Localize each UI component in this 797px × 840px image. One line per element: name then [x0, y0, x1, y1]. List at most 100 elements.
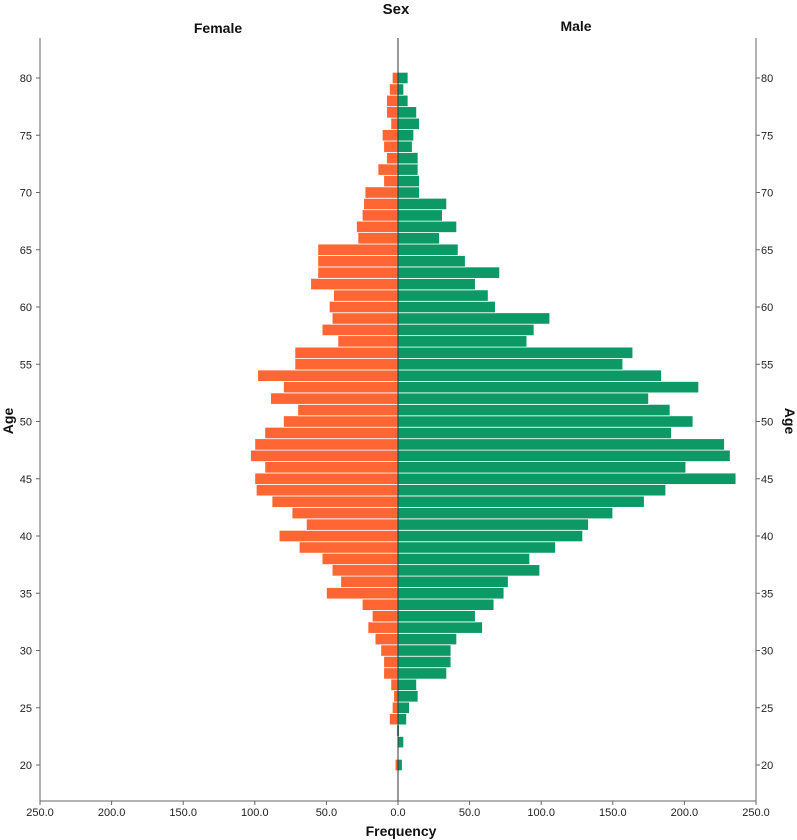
x-tick-label: 250.0	[26, 807, 54, 819]
female-bar-age-64	[317, 255, 399, 268]
y-axis-label-right: Age	[782, 408, 797, 435]
male-bar-age-60	[397, 300, 496, 314]
female-bar-age-33	[371, 610, 399, 623]
female-bar-age-68	[361, 209, 399, 222]
male-bar-age-30	[397, 644, 452, 657]
male-bar-age-55	[397, 358, 624, 371]
y-axis-ticks-right: 20 25 30 35 40 45 50 55 60 65 70 75 80	[756, 73, 773, 772]
male-bar-age-66	[397, 232, 440, 245]
female-bar-age-61	[333, 289, 399, 302]
female-bar-age-37	[331, 564, 399, 577]
y-tick-label-right: 80	[761, 73, 773, 85]
y-tick-label-right: 20	[761, 760, 773, 772]
female-bar-age-77	[386, 106, 399, 119]
female-bar-age-49	[264, 426, 399, 440]
panel-title-female: Female	[194, 20, 242, 36]
male-bar-age-58	[397, 323, 535, 337]
female-bar-age-65	[317, 243, 399, 256]
y-tick-label-right: 40	[761, 531, 773, 543]
female-bar-age-43	[271, 495, 399, 508]
male-bar-age-46	[397, 461, 687, 474]
male-bar-age-37	[397, 564, 541, 577]
female-bar-age-28	[383, 667, 399, 680]
male-bar-age-56	[397, 346, 634, 359]
x-axis-ticks: 250.0 200.0 150.0 100.0 50.0 0.0 50.0 100.0 150.…	[26, 801, 770, 819]
male-bar-age-76	[397, 117, 420, 130]
x-tick-label: 50.0	[316, 807, 337, 819]
male-bar-age-40	[397, 529, 584, 543]
x-tick-label: 150.0	[169, 807, 197, 819]
x-tick-label: 100.0	[527, 807, 555, 819]
y-tick-label-left: 45	[20, 474, 32, 486]
x-tick-label: 250.0	[742, 807, 770, 819]
y-tick-label-left: 80	[20, 73, 32, 85]
male-bar-age-35	[397, 587, 505, 600]
male-bar-age-57	[397, 335, 528, 348]
male-bar-age-27	[397, 678, 418, 691]
male-bar-age-25	[397, 701, 410, 714]
male-bar-age-42	[397, 506, 614, 520]
female-bar-age-38	[321, 552, 399, 566]
male-bar-age-29	[397, 655, 452, 669]
y-tick-label-right: 35	[761, 588, 773, 600]
female-bar-age-39	[298, 541, 399, 554]
male-bar-age-45	[397, 472, 737, 485]
y-tick-label-left: 25	[20, 703, 32, 715]
male-bar-age-69	[397, 197, 448, 211]
female-bar-age-24	[389, 713, 399, 726]
male-bar-age-64	[397, 255, 466, 268]
female-bar-age-66	[357, 232, 399, 245]
male-bar-age-75	[397, 129, 415, 142]
male-bar-age-47	[397, 449, 731, 462]
y-tick-label-right: 25	[761, 703, 773, 715]
female-bar-age-67	[356, 220, 399, 233]
female-bar-age-51	[297, 403, 399, 417]
male-bar-age-62	[397, 277, 476, 291]
female-bar-age-32	[367, 621, 399, 634]
male-bars	[397, 71, 737, 772]
y-tick-label-right: 75	[761, 130, 773, 142]
female-bar-age-79	[389, 83, 399, 96]
y-tick-label-right: 65	[761, 245, 773, 257]
female-bar-age-29	[383, 655, 399, 669]
y-tick-label-left: 70	[20, 188, 32, 200]
female-bar-age-42	[291, 506, 399, 520]
female-bar-age-56	[294, 346, 399, 359]
male-bar-age-38	[397, 552, 531, 566]
x-axis-label: Frequency	[366, 823, 437, 839]
female-bar-age-63	[317, 266, 399, 279]
male-bar-age-24	[397, 713, 407, 726]
male-bar-age-22	[397, 735, 405, 749]
male-bar-age-43	[397, 495, 645, 508]
y-tick-label-right: 55	[761, 359, 773, 371]
male-bar-age-59	[397, 312, 551, 325]
female-bar-age-31	[374, 632, 399, 646]
male-bar-age-49	[397, 426, 672, 440]
y-tick-label-right: 70	[761, 188, 773, 200]
female-bar-age-52	[270, 392, 399, 405]
y-tick-label-left: 65	[20, 245, 32, 257]
chart-title: Sex	[383, 1, 410, 18]
female-bar-age-27	[390, 678, 399, 691]
female-bar-age-45	[254, 472, 399, 485]
y-tick-label-right: 45	[761, 474, 773, 486]
male-bar-age-34	[397, 598, 495, 611]
male-bar-age-32	[397, 621, 483, 634]
female-bar-age-36	[340, 575, 399, 588]
female-bar-age-46	[264, 461, 399, 474]
y-tick-label-left: 55	[20, 359, 32, 371]
y-axis-label-left: Age	[0, 408, 16, 435]
y-tick-label-right: 50	[761, 417, 773, 429]
female-bars	[250, 71, 399, 772]
x-tick-label: 200.0	[98, 807, 126, 819]
female-bar-age-80	[391, 71, 399, 85]
female-bar-age-72	[377, 163, 399, 176]
y-tick-label-left: 75	[20, 130, 32, 142]
female-bar-age-70	[364, 186, 399, 199]
male-bar-age-41	[397, 518, 589, 531]
female-bar-age-47	[250, 449, 399, 462]
female-bar-age-26	[393, 690, 399, 703]
y-tick-label-left: 60	[20, 302, 32, 314]
female-bar-age-58	[321, 323, 399, 337]
